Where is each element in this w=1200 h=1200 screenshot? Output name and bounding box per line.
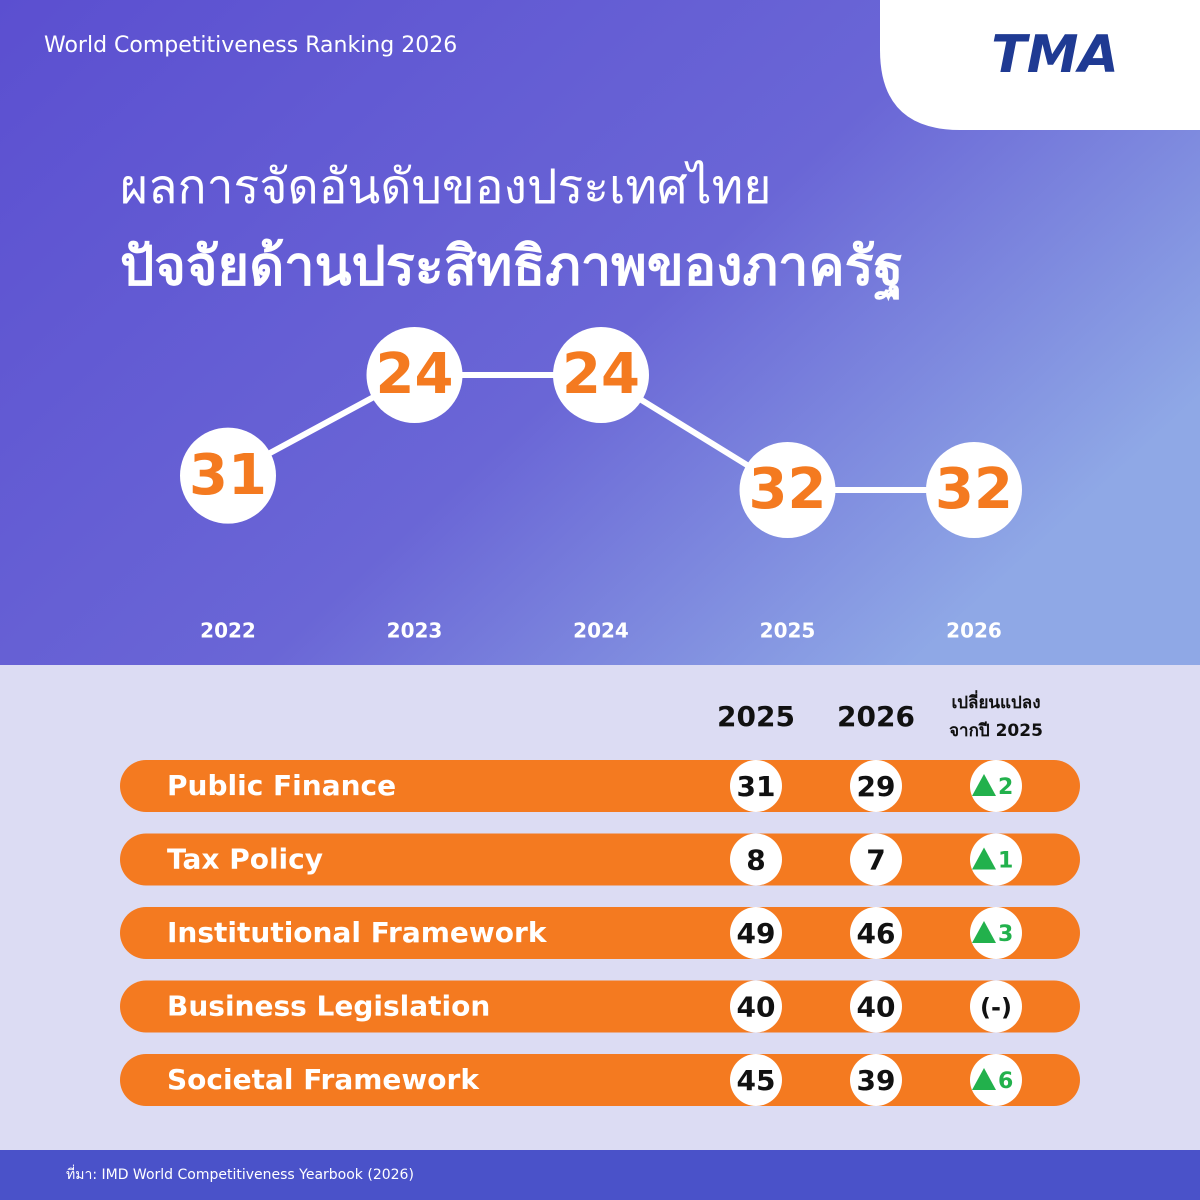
cell-circle bbox=[730, 907, 782, 959]
cell-value: (-) bbox=[980, 994, 1012, 1022]
cell-circle bbox=[850, 760, 902, 812]
cell-value: 45 bbox=[737, 1064, 776, 1097]
up-arrow bbox=[972, 774, 996, 796]
row-pill bbox=[120, 907, 1080, 959]
rank-marker bbox=[739, 442, 836, 538]
up-arrow bbox=[972, 1068, 996, 1090]
caption: World Competitiveness Ranking 2026 bbox=[44, 33, 457, 58]
change-value: 6 bbox=[998, 1069, 1013, 1094]
footer-bar bbox=[0, 1150, 1200, 1200]
x-tick-label: 2025 bbox=[760, 619, 816, 643]
cell-value: 40 bbox=[737, 991, 776, 1024]
cell-value: 7 bbox=[866, 844, 885, 877]
cell-circle bbox=[970, 1054, 1022, 1106]
column-header: 2026 bbox=[837, 700, 915, 733]
row-pill bbox=[120, 760, 1080, 812]
cell-circle bbox=[850, 980, 902, 1033]
row-pill bbox=[120, 980, 1080, 1033]
x-tick-label: 2024 bbox=[573, 619, 629, 643]
change-value: 2 bbox=[998, 775, 1013, 800]
column-header: จากปี 2025 bbox=[949, 720, 1043, 741]
rank-label: 24 bbox=[562, 342, 640, 407]
logo-panel bbox=[880, 0, 1200, 130]
x-tick-label: 2022 bbox=[200, 619, 256, 643]
up-arrow bbox=[972, 847, 996, 870]
cell-value: 39 bbox=[857, 1064, 896, 1097]
up-arrow bbox=[972, 921, 996, 943]
row-label: Societal Framework bbox=[167, 1063, 480, 1096]
cell-circle bbox=[850, 833, 902, 886]
cell-circle bbox=[850, 907, 902, 959]
cell-circle bbox=[970, 833, 1022, 886]
cell-value: 40 bbox=[857, 991, 896, 1024]
change-value: 1 bbox=[998, 849, 1013, 874]
rank-marker bbox=[180, 427, 276, 524]
cell-circle bbox=[730, 1054, 782, 1106]
rank-marker bbox=[553, 327, 649, 423]
subtitle: ปัจจัยด้านประสิทธิภาพของภาครัฐ bbox=[120, 235, 903, 302]
rank-label: 24 bbox=[376, 342, 454, 407]
cell-circle bbox=[970, 760, 1022, 812]
x-tick-label: 2026 bbox=[946, 619, 1002, 643]
x-tick-label: 2023 bbox=[387, 619, 443, 643]
cell-circle bbox=[850, 1054, 902, 1106]
title: ผลการจัดอันดับของประเทศไทย bbox=[120, 159, 771, 215]
rank-label: 31 bbox=[189, 443, 267, 508]
column-header: เปลี่ยนแปลง bbox=[951, 690, 1040, 713]
rank-label: 32 bbox=[935, 457, 1013, 522]
logo: TMA bbox=[991, 25, 1118, 85]
cell-circle bbox=[730, 760, 782, 812]
rank-marker bbox=[366, 327, 463, 423]
cell-circle bbox=[970, 907, 1022, 959]
chart: 31 2022 24 2023 24 2024 32 2025 32 2026 bbox=[180, 327, 1022, 643]
cell-value: 49 bbox=[737, 917, 776, 950]
rank-label: 32 bbox=[749, 457, 827, 522]
cell-value: 29 bbox=[857, 770, 896, 803]
cell-value: 31 bbox=[737, 770, 776, 803]
cell-circle bbox=[970, 980, 1022, 1033]
rank-marker bbox=[926, 442, 1022, 538]
cell-circle bbox=[730, 833, 782, 886]
row-label: Business Legislation bbox=[167, 990, 490, 1023]
cell-value: 46 bbox=[857, 917, 896, 950]
row-label: Institutional Framework bbox=[167, 916, 548, 949]
cell-value: 8 bbox=[746, 844, 765, 877]
row-pill bbox=[120, 833, 1080, 886]
change-value: 3 bbox=[998, 922, 1013, 947]
row-pill bbox=[120, 1054, 1080, 1106]
row-label: Public Finance bbox=[167, 769, 396, 802]
column-header: 2025 bbox=[717, 700, 795, 733]
cell-circle bbox=[730, 980, 782, 1033]
source: ที่มา: IMD World Competitiveness Yearboo… bbox=[66, 1165, 414, 1183]
row-label: Tax Policy bbox=[167, 843, 323, 876]
